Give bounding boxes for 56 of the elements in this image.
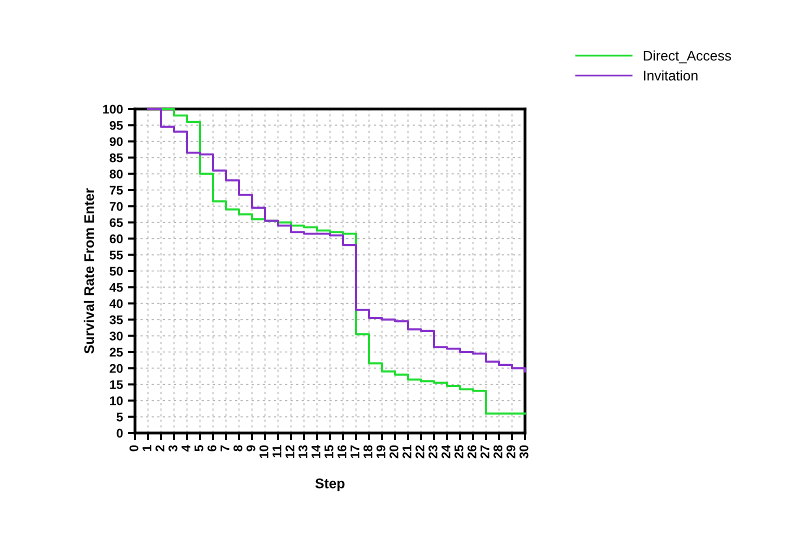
x-tick-label: 18 — [364, 445, 372, 458]
x-tick-label: 8 — [234, 445, 242, 452]
y-tick-label: 10 — [110, 396, 123, 406]
x-tick-label: 3 — [168, 445, 178, 452]
x-tick-label: 28 — [494, 445, 502, 458]
x-tick-label: 10 — [260, 445, 268, 458]
y-tick-label: 30 — [110, 332, 123, 340]
y-tick-label: 15 — [110, 380, 123, 390]
y-tick-label: 65 — [110, 218, 123, 228]
x-tick-label: 1 — [142, 445, 152, 451]
y-tick-label: 55 — [110, 250, 123, 260]
x-tick-label: 22 — [416, 445, 424, 458]
y-axis-title: Survival Rate From Enter — [84, 188, 94, 354]
y-tick-label: 90 — [110, 137, 123, 146]
y-tick-label: 50 — [110, 266, 123, 276]
y-tick-label: 75 — [110, 186, 123, 195]
y-tick-label: 100 — [103, 104, 123, 114]
x-tick-label: 23 — [428, 445, 438, 458]
x-tick-label: 14 — [312, 444, 320, 458]
y-tick-label: 80 — [110, 170, 123, 178]
y-tick-label: 45 — [109, 283, 123, 292]
x-tick-label: 29 — [506, 445, 516, 458]
x-tick-label: 20 — [390, 445, 398, 458]
x-tick-label: 11 — [272, 445, 282, 458]
x-tick-label: 7 — [220, 445, 230, 452]
x-tick-label: 25 — [454, 445, 464, 458]
y-tick-label: 70 — [110, 202, 123, 211]
x-tick-label: 21 — [402, 445, 412, 458]
x-tick-label: 19 — [376, 445, 386, 458]
x-tick-label: 12 — [286, 445, 294, 458]
x-tick-label: 26 — [468, 445, 476, 458]
x-tick-label: 13 — [298, 445, 308, 458]
y-tick-label: 60 — [110, 234, 123, 244]
y-tick-label: 85 — [110, 153, 123, 162]
y-tick-label: 35 — [110, 315, 123, 324]
x-tick-label: 15 — [324, 445, 334, 458]
y-tick-label: 40 — [109, 299, 123, 308]
legend-label: Direct_Access — [644, 50, 731, 64]
y-tick-label: 95 — [110, 121, 123, 130]
x-tick-label: 2 — [156, 445, 164, 452]
y-tick-label: 20 — [110, 364, 123, 373]
x-tick-label: 4 — [182, 444, 190, 452]
legend-label: Invitation — [644, 70, 698, 81]
x-tick-label: 6 — [208, 445, 216, 452]
y-tick-label: 0 — [116, 428, 123, 438]
x-tick-label: 27 — [480, 445, 490, 458]
x-axis-title: Step — [315, 478, 344, 492]
x-tick-label: 17 — [350, 445, 360, 458]
x-tick-label: 16 — [338, 445, 346, 458]
y-tick-label: 25 — [110, 348, 123, 357]
x-tick-label: 5 — [194, 445, 204, 452]
x-tick-label: 24 — [442, 444, 450, 458]
x-tick-label: 30 — [520, 445, 528, 458]
x-tick-label: 0 — [130, 445, 138, 452]
x-tick-label: 9 — [246, 445, 256, 452]
y-tick-label: 5 — [116, 412, 123, 422]
